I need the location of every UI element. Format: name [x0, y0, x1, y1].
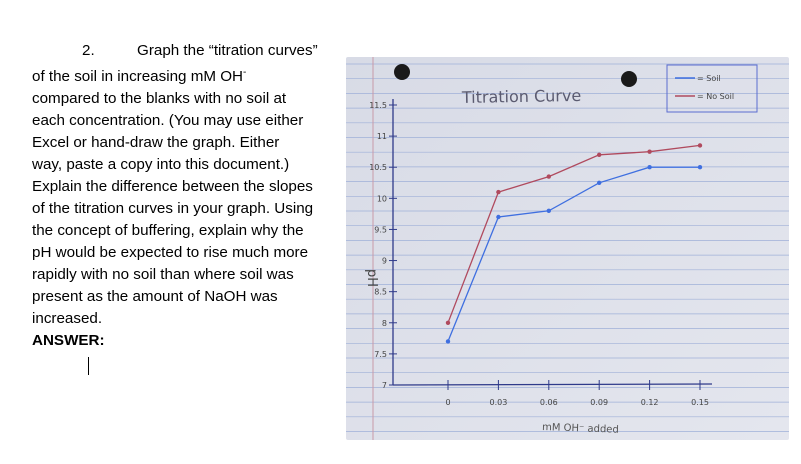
y-tick-label: 10.5: [369, 163, 387, 172]
question-line: pH would be expected to rise much more: [32, 244, 309, 262]
y-tick-label: 7.5: [374, 350, 387, 359]
data-point-soil: [597, 152, 602, 157]
data-point-no-soil: [697, 165, 703, 170]
data-point-soil: [647, 149, 652, 154]
y-tick-label: 10: [377, 194, 387, 203]
question-line: increased.: [32, 310, 103, 328]
x-tick-label: 0: [445, 398, 450, 407]
text-cursor: [88, 357, 89, 375]
legend-label-no-soil: = No Soil: [697, 92, 734, 101]
data-series: [445, 143, 703, 344]
graph-title: Titration Curve: [461, 86, 582, 107]
data-point-soil: [546, 174, 551, 179]
question-text: 2. Graph the “titration curves” of the so…: [32, 40, 342, 352]
x-tick-label: 0.09: [590, 398, 608, 407]
legend-label-soil: = Soil: [697, 74, 721, 83]
y-axis-label: pH: [364, 269, 379, 287]
paper-background: [346, 57, 789, 440]
question-first-line-text: Graph the “titration curves”: [137, 42, 318, 59]
binder-hole: [621, 71, 637, 87]
question-line: compared to the blanks with no soil at: [32, 90, 287, 108]
y-tick-label: 8: [382, 319, 387, 328]
question-line: Explain the difference between the slope…: [32, 178, 313, 196]
graph-photo: Titration Curve = Soil = No Soil pH mM O…: [346, 57, 789, 440]
x-tick-label: 0.12: [641, 398, 659, 407]
question-line: each concentration. (You may use either: [32, 112, 304, 130]
question-line: present as the amount of NaOH was: [32, 288, 278, 306]
titration-chart: Titration Curve = Soil = No Soil pH mM O…: [346, 57, 789, 440]
y-tick-label: 11: [377, 132, 387, 141]
question-first-line: 2. Graph the “titration curves”: [32, 40, 342, 62]
data-point-no-soil: [597, 180, 602, 185]
x-tick-label: 0.15: [691, 398, 709, 407]
x-tick-label: 0.06: [540, 398, 558, 407]
data-point-no-soil: [496, 214, 501, 220]
y-tick-label: 11.5: [369, 101, 387, 110]
question-line: Excel or hand-draw the graph. Either: [32, 134, 280, 152]
answer-label: ANSWER:: [32, 332, 105, 350]
question-line-2: of the soil in increasing mM OH-: [32, 67, 247, 86]
data-point-no-soil: [647, 165, 652, 170]
data-point-soil: [496, 189, 501, 195]
series-line-soil: [447, 144, 701, 324]
question-line: the concept of buffering, explain why th…: [32, 222, 304, 240]
question-number: 2.: [82, 42, 95, 59]
legend-box: [666, 64, 758, 113]
x-axis-label: mM OH⁻ added: [542, 422, 619, 436]
question-line: way, paste a copy into this document.): [32, 156, 290, 174]
question-line: rapidly with no soil than where soil was: [32, 266, 294, 284]
legend: = Soil = No Soil: [666, 64, 758, 113]
data-point-no-soil: [546, 208, 551, 213]
y-tick-label: 9: [382, 257, 387, 266]
series-line-no-soil: [447, 166, 700, 342]
question-line: of the titration curves in your graph. U…: [32, 200, 314, 218]
x-axis-line: [392, 383, 713, 386]
y-tick-label: 7: [382, 381, 387, 390]
x-tick-label: 0.03: [489, 398, 507, 407]
data-point-soil: [445, 320, 451, 325]
axes: 11.5 11 10.5 10 9.5 9 8.5 8 7.5 7 0 0.03 0.06 0.09 0.1…: [369, 99, 713, 407]
notebook-rules: [346, 63, 789, 432]
binder-hole: [394, 64, 410, 80]
y-tick-label: 9.5: [374, 225, 387, 234]
data-point-soil: [697, 143, 703, 148]
y-tick-label: 8.5: [374, 288, 387, 297]
data-point-no-soil: [445, 339, 451, 344]
